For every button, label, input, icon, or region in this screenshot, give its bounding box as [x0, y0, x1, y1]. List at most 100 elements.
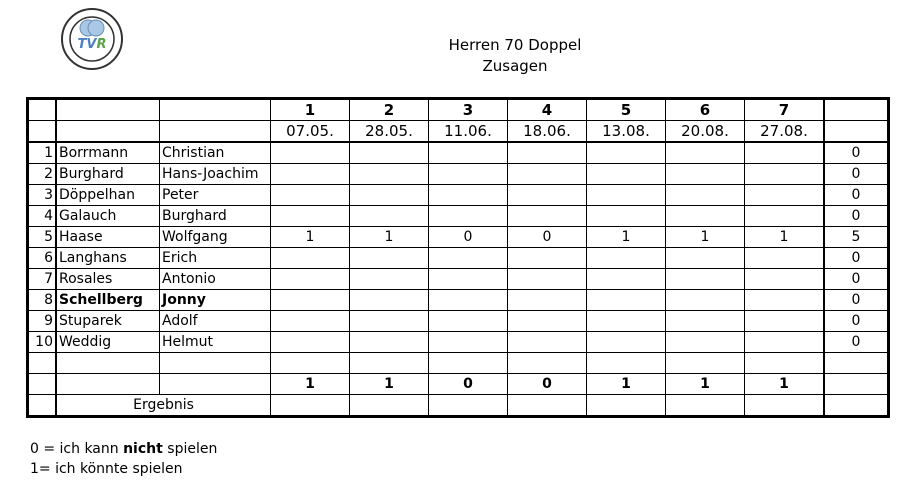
match-date: 20.08. [665, 120, 745, 143]
blank-row [27, 352, 889, 374]
availability-cell: 0 [507, 226, 587, 248]
player-number: 6 [27, 247, 57, 269]
cell [349, 352, 429, 374]
player-number: 9 [27, 310, 57, 332]
availability-cell [270, 163, 350, 185]
legend-one: 1= ich könnte spielen [30, 461, 183, 477]
cell [744, 394, 825, 417]
player-number: 2 [27, 163, 57, 185]
availability-cell [428, 331, 508, 353]
player-first-name: Helmut [159, 331, 271, 353]
cell [744, 352, 825, 374]
cell [507, 352, 587, 374]
player-first-name: Adolf [159, 310, 271, 332]
player-last-name: Döppelhan [55, 184, 160, 206]
cell [159, 120, 271, 143]
availability-cell [744, 205, 825, 227]
availability-cell [507, 163, 587, 185]
player-total: 0 [823, 289, 889, 311]
availability-cell [665, 163, 745, 185]
availability-cell [428, 289, 508, 311]
player-total: 0 [823, 163, 889, 185]
availability-cell [270, 268, 350, 290]
cell [665, 394, 745, 417]
round-total: 0 [428, 373, 508, 395]
availability-cell: 0 [428, 226, 508, 248]
player-row: 9 Stuparek Adolf 0 [27, 310, 889, 332]
round-total: 1 [744, 373, 825, 395]
player-first-name: Christian [159, 141, 271, 164]
availability-cell [349, 289, 429, 311]
availability-cell [507, 141, 587, 164]
player-row: 7 Rosales Antonio 0 [27, 268, 889, 290]
availability-cell: 1 [744, 226, 825, 248]
player-total: 0 [823, 247, 889, 269]
availability-cell [744, 310, 825, 332]
player-number: 1 [27, 141, 57, 164]
availability-cell: 1 [349, 226, 429, 248]
match-date: 13.08. [586, 120, 666, 143]
cell [823, 394, 889, 417]
availability-cell [586, 205, 666, 227]
availability-cell [349, 268, 429, 290]
cell [428, 394, 508, 417]
page-title: Herren 70 Doppel [448, 36, 582, 54]
player-total: 5 [823, 226, 889, 248]
round-total: 1 [270, 373, 350, 395]
availability-cell [744, 331, 825, 353]
player-last-name: Langhans [55, 247, 160, 269]
player-number: 10 [27, 331, 57, 353]
round-total: 0 [507, 373, 587, 395]
availability-cell [428, 310, 508, 332]
player-total: 0 [823, 310, 889, 332]
availability-cell [744, 163, 825, 185]
player-number: 4 [27, 205, 57, 227]
availability-cell [349, 163, 429, 185]
availability-cell [349, 141, 429, 164]
cell [428, 352, 508, 374]
availability-cell [507, 205, 587, 227]
player-last-name: Haase [55, 226, 160, 248]
availability-cell [586, 141, 666, 164]
player-last-name: Schellberg [55, 289, 160, 311]
cell [270, 394, 350, 417]
availability-cell [428, 205, 508, 227]
player-row: 6 Langhans Erich 0 [27, 247, 889, 269]
round-number: 1 [270, 98, 350, 121]
availability-cell [665, 141, 745, 164]
cell [55, 373, 160, 395]
commitment-table: 1 2 3 4 5 6 7 07.05. 28.05. 11.06. 18.06. 13.08. 20.… [26, 97, 890, 418]
availability-cell [428, 141, 508, 164]
availability-cell [507, 184, 587, 206]
player-number: 8 [27, 289, 57, 311]
cell [27, 98, 57, 121]
round-number: 6 [665, 98, 745, 121]
availability-cell [507, 247, 587, 269]
cell [823, 373, 889, 395]
cell [586, 394, 666, 417]
player-first-name: Jonny [159, 289, 271, 311]
availability-cell [349, 205, 429, 227]
player-last-name: Weddig [55, 331, 160, 353]
availability-cell [586, 289, 666, 311]
player-row: 3 Döppelhan Peter 0 [27, 184, 889, 206]
availability-cell [665, 310, 745, 332]
availability-cell [270, 205, 350, 227]
availability-cell: 1 [270, 226, 350, 248]
availability-cell [744, 141, 825, 164]
match-date: 11.06. [428, 120, 508, 143]
availability-cell [665, 205, 745, 227]
page-subtitle: Zusagen [482, 57, 548, 75]
match-date: 18.06. [507, 120, 587, 143]
cell [586, 352, 666, 374]
player-last-name: Galauch [55, 205, 160, 227]
availability-cell [349, 184, 429, 206]
cell [55, 352, 160, 374]
availability-cell [270, 331, 350, 353]
cell [823, 98, 889, 121]
availability-cell [349, 331, 429, 353]
svg-text:TVR: TVR [78, 37, 107, 52]
player-total: 0 [823, 141, 889, 164]
